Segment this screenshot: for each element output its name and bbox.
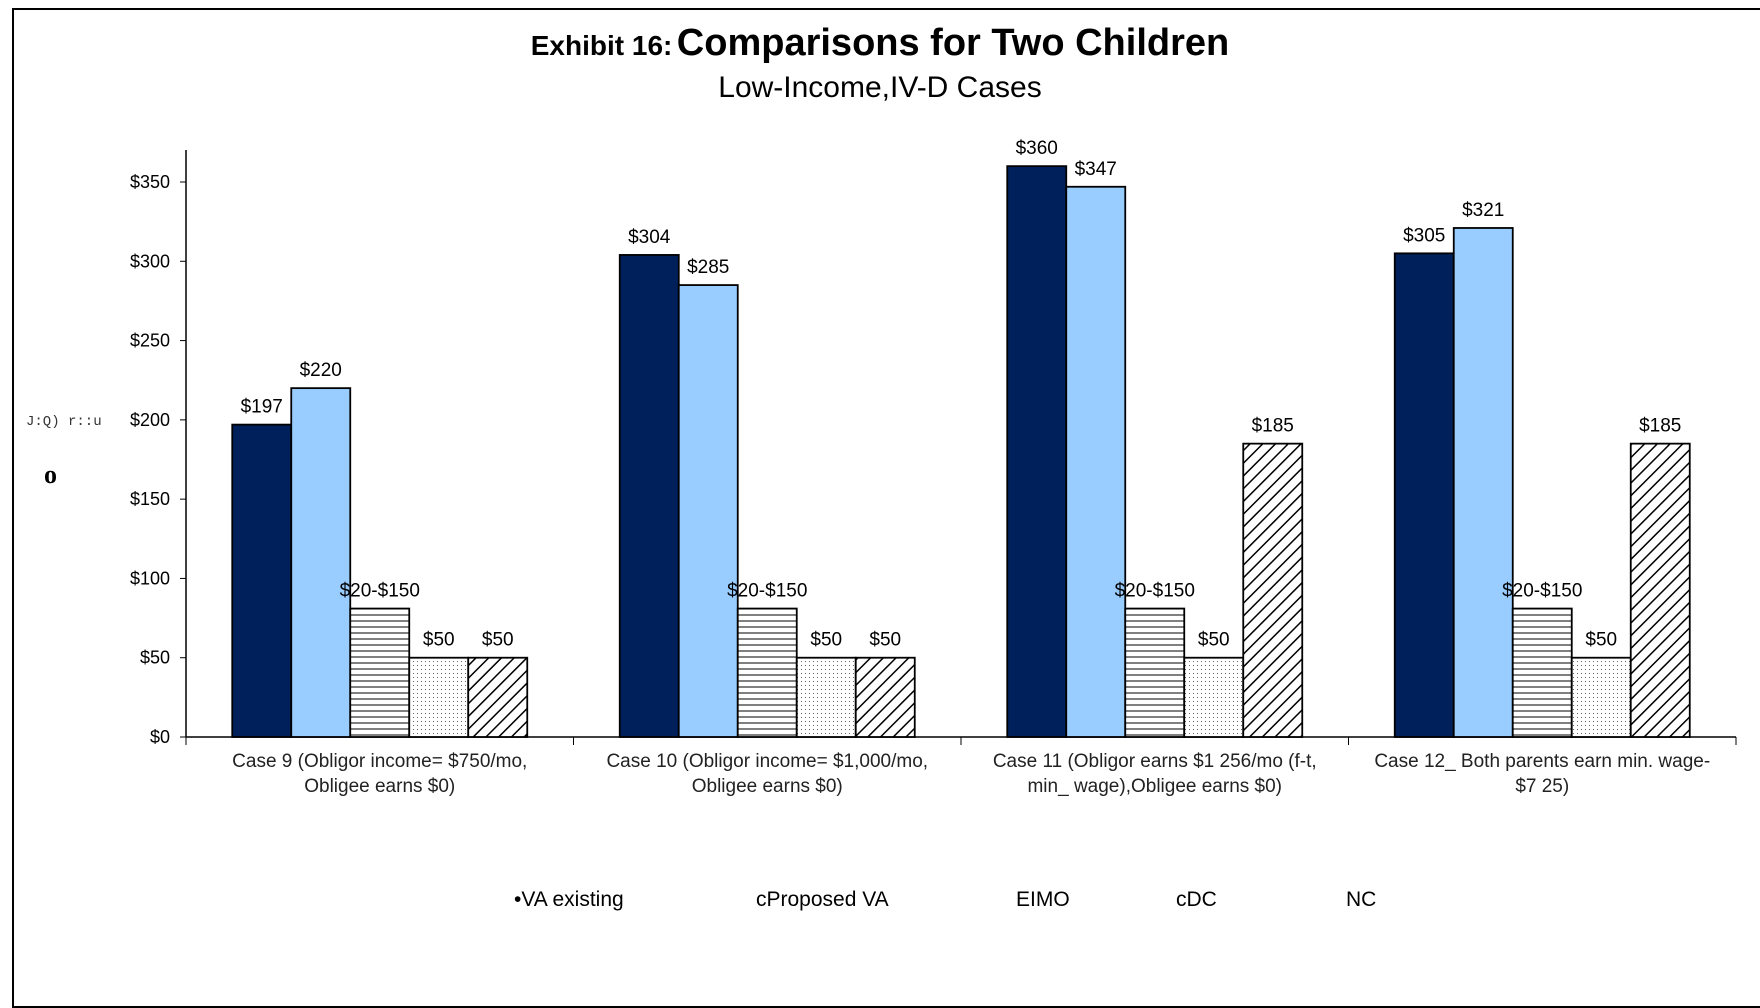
- bar-dc: [408, 656, 470, 738]
- chart-bars: [231, 165, 1691, 738]
- bar-mo: [1124, 607, 1186, 738]
- data-label: $321: [1462, 200, 1504, 221]
- data-label: $50: [810, 630, 842, 651]
- bar-dc: [1183, 656, 1245, 738]
- bar-nc: [467, 656, 529, 738]
- x-tick-label: Case 10 (Obligor income= $1,000/mo,: [606, 751, 928, 772]
- bar-proposed-va: [290, 387, 352, 738]
- data-label: $50: [482, 630, 514, 651]
- bar-va-existing: [1393, 252, 1455, 738]
- data-label: $305: [1403, 225, 1445, 246]
- data-label: $50: [1585, 630, 1617, 651]
- bar-va-existing: [618, 254, 680, 738]
- x-tick-label: Case 9 (Obligor income= $750/mo,: [232, 751, 527, 772]
- data-label: $20-$150: [1115, 581, 1195, 602]
- y-tick-label: $100: [130, 568, 170, 588]
- x-tick-label: min_ wage),Obligee earns $0): [1027, 776, 1282, 797]
- y-tick-label: $250: [130, 331, 170, 351]
- legend-item-proposed-va: cProposed VA: [756, 888, 889, 912]
- bar-dc: [1570, 656, 1632, 738]
- legend-label: VA existing: [521, 888, 624, 911]
- chart-subtitle: Low-Income,IV-D Cases: [718, 71, 1042, 104]
- bar-proposed-va: [677, 284, 739, 738]
- legend-label: Proposed VA: [766, 888, 889, 911]
- chart-title: Exhibit 16: Comparisons for Two Children: [0, 22, 1760, 65]
- chart-data-labels: $197 $220 $20-$150 $50 $50 $304 $285 $20-$150 $5…: [241, 138, 1682, 651]
- x-tick-label: Case 12_ Both parents earn min. wage-: [1374, 751, 1710, 772]
- title-prefix: Exhibit 16:: [530, 30, 673, 61]
- title-main: Comparisons for Two Children: [676, 22, 1230, 64]
- y-axis-label-glyph: o: [44, 460, 57, 489]
- x-tick-label: Obligee earns $0): [304, 776, 455, 797]
- legend-marker: c: [756, 888, 767, 911]
- y-tick-label: $200: [130, 410, 170, 430]
- data-label: $50: [1198, 630, 1230, 651]
- bar-mo: [736, 607, 798, 738]
- y-tick-label: $150: [130, 489, 170, 509]
- y-tick-label: $50: [140, 648, 170, 668]
- bar-chart: $0 $50 $100 $150 $200 $250 $300 $350 Case 9 (Obl…: [130, 138, 1737, 797]
- data-label: $185: [1639, 416, 1681, 437]
- data-label: $360: [1016, 138, 1058, 159]
- bar-nc: [854, 656, 916, 738]
- y-axis-label-fragment: J:Q) r::u: [26, 414, 102, 430]
- data-label: $20-$150: [727, 581, 807, 602]
- data-label: $220: [300, 360, 342, 381]
- y-tick-label: $300: [130, 251, 170, 271]
- legend-item-dc: cDC: [1176, 888, 1217, 912]
- bar-va-existing: [1006, 165, 1068, 738]
- legend-label: NC: [1346, 888, 1377, 911]
- legend-marker: c: [1176, 888, 1187, 911]
- legend-item-mo: EIMO: [1016, 888, 1070, 912]
- x-tick-label: Case 11 (Obligor earns $1 256/mo (f-t,: [993, 751, 1317, 772]
- data-label: $304: [628, 227, 671, 248]
- bar-proposed-va: [1065, 185, 1127, 738]
- legend-marker: •: [514, 888, 522, 911]
- data-label: $185: [1252, 416, 1294, 437]
- legend-marker: EI: [1016, 888, 1036, 911]
- chart-axes: $0 $50 $100 $150 $200 $250 $300 $350 Case 9 (Obl…: [130, 150, 1737, 797]
- data-label: $20-$150: [340, 581, 420, 602]
- y-tick-label: $0: [150, 727, 170, 747]
- chart-title-block: Exhibit 16: Comparisons for Two Children…: [0, 22, 1760, 105]
- legend-label: MO: [1035, 888, 1070, 911]
- bar-nc: [1242, 442, 1304, 738]
- x-tick-label: $7 25): [1515, 776, 1569, 797]
- x-tick-label: Obligee earns $0): [692, 776, 843, 797]
- y-tick-label: $350: [130, 172, 170, 192]
- data-label: $285: [687, 257, 729, 278]
- bar-dc: [795, 656, 857, 738]
- bar-nc: [1629, 442, 1691, 738]
- bar-mo: [349, 607, 411, 738]
- legend-item-va-existing: •VA existing: [514, 888, 624, 912]
- data-label: $197: [241, 397, 283, 418]
- bar-mo: [1511, 607, 1573, 738]
- bar-proposed-va: [1452, 227, 1514, 738]
- data-label: $50: [423, 630, 455, 651]
- bar-va-existing: [231, 423, 293, 738]
- legend-item-nc: NC: [1346, 888, 1376, 912]
- legend-label: DC: [1186, 888, 1217, 911]
- data-label: $50: [869, 630, 901, 651]
- data-label: $347: [1075, 159, 1117, 180]
- data-label: $20-$150: [1502, 581, 1582, 602]
